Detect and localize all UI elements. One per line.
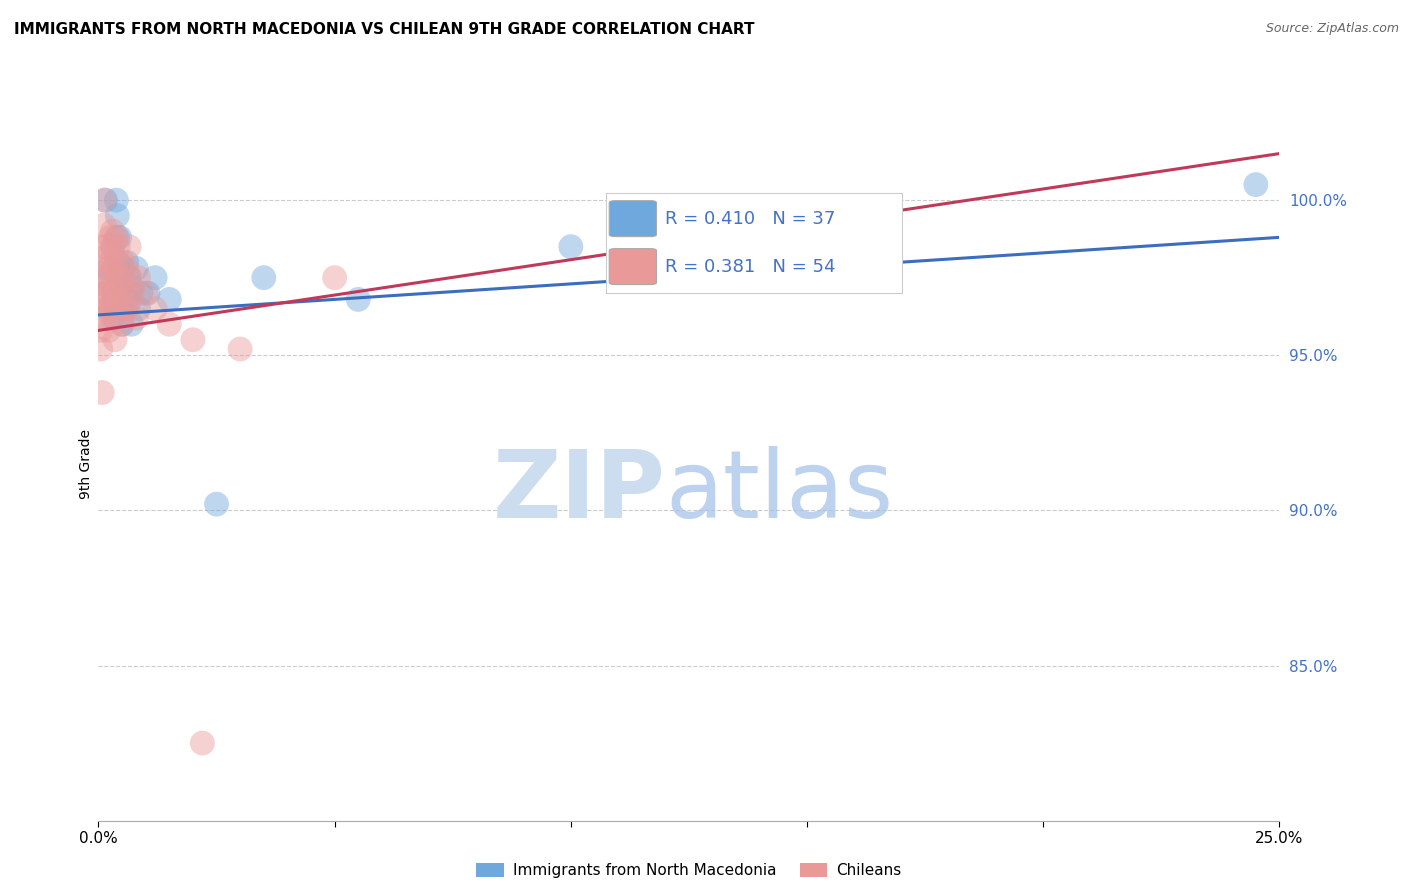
Point (100, 311, 122, 326)
Point (111, 255, 134, 269)
Y-axis label: 9th Grade: 9th Grade (79, 429, 93, 499)
Text: ZIP: ZIP (492, 446, 665, 539)
Point (105, 230, 128, 244)
Text: Source: ZipAtlas.com: Source: ZipAtlas.com (1265, 22, 1399, 36)
Point (205, 497, 228, 511)
Point (125, 311, 148, 326)
Point (90, 342, 112, 356)
Point (181, 333, 204, 347)
Point (121, 280, 143, 294)
Point (143, 270, 166, 285)
Point (96, 249, 118, 263)
Text: atlas: atlas (665, 446, 894, 539)
Point (157, 317, 180, 331)
Point (104, 333, 127, 347)
Point (229, 342, 252, 356)
Point (114, 301, 136, 316)
Point (110, 293, 132, 307)
Point (103, 286, 125, 301)
Point (135, 286, 157, 301)
Point (111, 301, 134, 316)
Point (91, 270, 114, 285)
Point (91, 240, 114, 254)
Point (93, 193, 115, 207)
Point (112, 280, 135, 294)
Point (191, 736, 214, 750)
Point (103, 286, 125, 301)
Point (93, 218, 115, 232)
Point (112, 286, 135, 301)
Point (115, 261, 138, 276)
Point (94, 193, 117, 207)
Point (94, 240, 117, 254)
Point (90, 293, 112, 307)
Point (107, 255, 129, 269)
Point (121, 293, 143, 307)
Point (97, 286, 120, 301)
Point (115, 255, 138, 269)
Point (347, 293, 370, 307)
Point (157, 293, 180, 307)
Point (128, 270, 150, 285)
Point (104, 311, 127, 326)
Point (136, 286, 159, 301)
Point (111, 317, 134, 331)
Point (121, 286, 143, 301)
Point (108, 270, 131, 285)
Point (120, 270, 142, 285)
Point (118, 270, 141, 285)
Point (110, 280, 132, 294)
Legend: Immigrants from North Macedonia, Chileans: Immigrants from North Macedonia, Chilean… (471, 857, 907, 884)
Point (117, 301, 139, 316)
Point (97, 261, 120, 276)
Point (120, 286, 142, 301)
Point (128, 301, 150, 316)
Point (105, 301, 128, 316)
Point (94, 261, 117, 276)
Point (105, 255, 128, 269)
Point (91, 311, 114, 326)
Point (323, 270, 346, 285)
Point (101, 240, 124, 254)
Point (97, 301, 120, 316)
Point (96, 270, 118, 285)
Point (117, 293, 139, 307)
Point (94, 301, 117, 316)
Point (125, 261, 148, 276)
Point (97, 323, 120, 337)
Point (91, 385, 114, 400)
Point (108, 270, 131, 285)
Point (94, 286, 117, 301)
Point (118, 240, 141, 254)
Point (129, 286, 152, 301)
Point (98, 255, 121, 269)
Text: IMMIGRANTS FROM NORTH MACEDONIA VS CHILEAN 9TH GRADE CORRELATION CHART: IMMIGRANTS FROM NORTH MACEDONIA VS CHILE… (14, 22, 755, 37)
Point (107, 240, 129, 254)
Point (111, 317, 134, 331)
Point (98, 230, 121, 244)
Point (105, 209, 128, 223)
Point (90, 323, 112, 337)
Point (103, 261, 125, 276)
Point (105, 193, 128, 207)
Point (101, 240, 124, 254)
Point (114, 301, 136, 316)
Point (253, 270, 276, 285)
Point (108, 230, 131, 244)
Point (98, 301, 121, 316)
Point (105, 280, 128, 294)
Point (100, 280, 122, 294)
Point (105, 230, 128, 244)
Point (101, 224, 124, 238)
Point (143, 301, 166, 316)
Point (111, 261, 134, 276)
Point (560, 240, 582, 254)
Point (100, 301, 122, 316)
Point (90, 277, 112, 291)
Point (1244, 178, 1267, 192)
Point (121, 317, 143, 331)
Point (104, 293, 127, 307)
